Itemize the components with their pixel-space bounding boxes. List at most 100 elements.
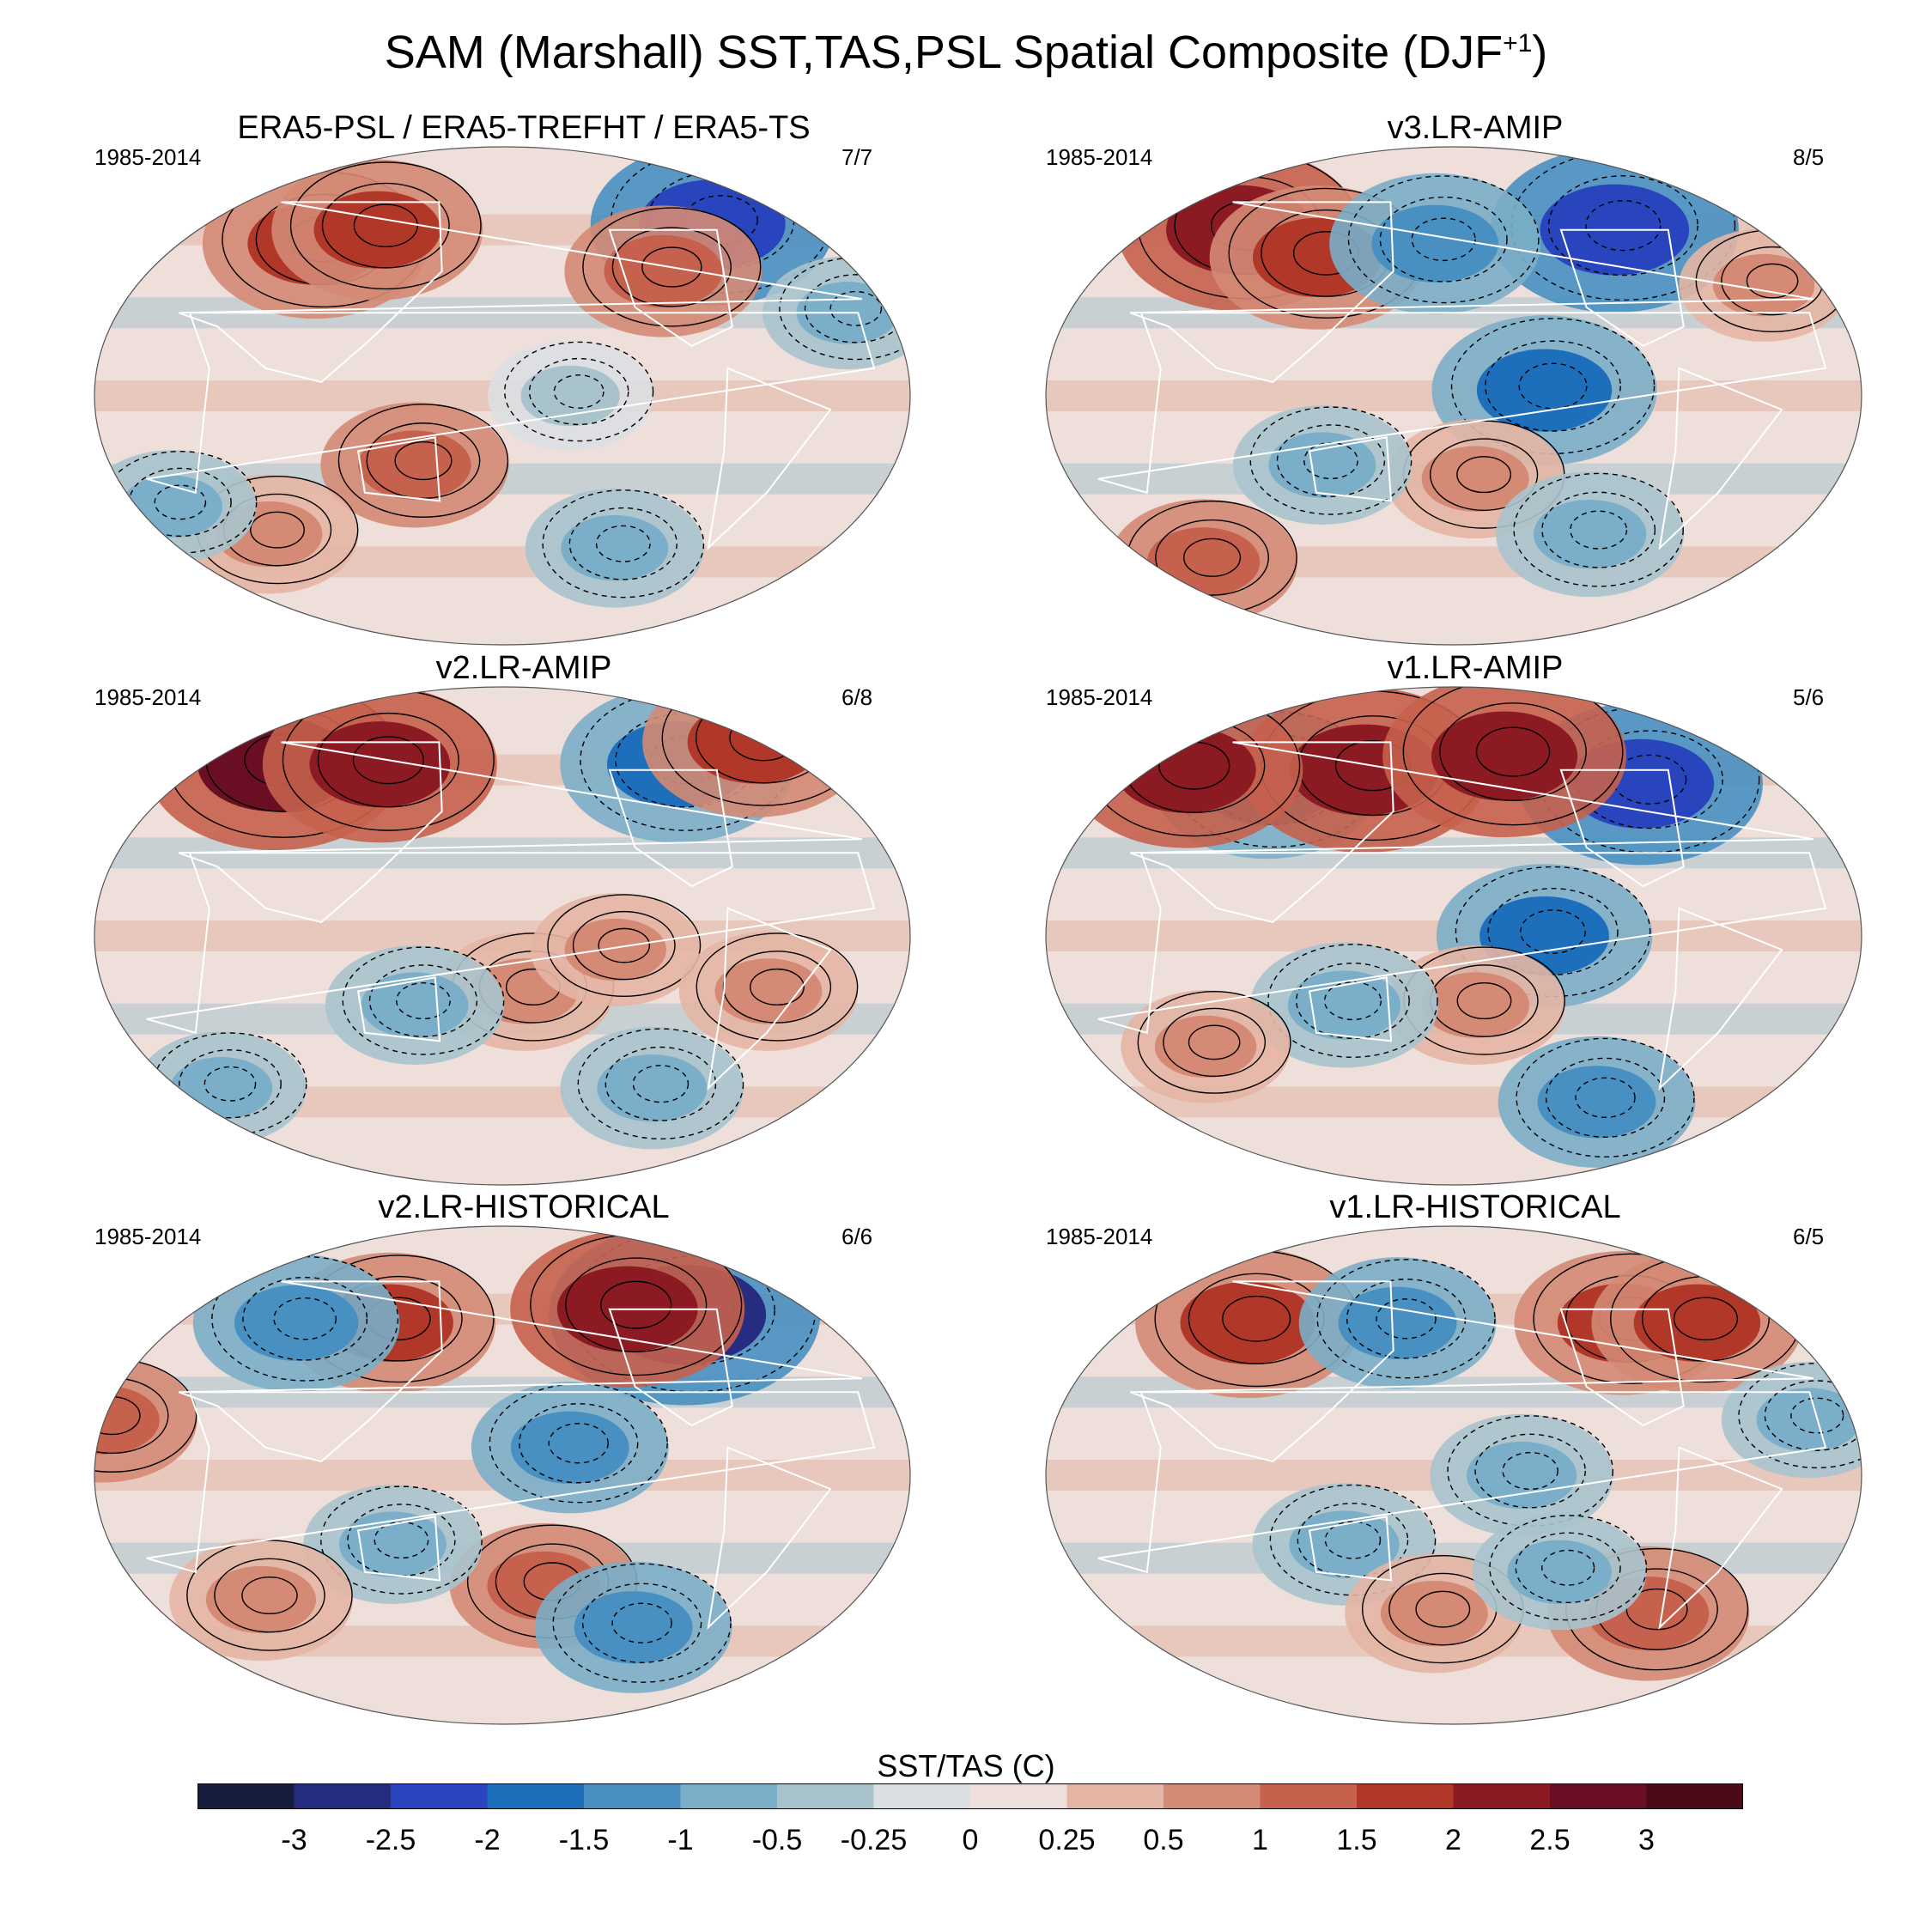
coastline bbox=[146, 312, 876, 495]
anomaly-core bbox=[520, 365, 620, 427]
period-label: 1985-2014 bbox=[1046, 144, 1153, 170]
period-label: 1985-2014 bbox=[1046, 1224, 1153, 1249]
global-map bbox=[94, 686, 911, 1186]
colorbar-swatch bbox=[1453, 1783, 1551, 1809]
coastline bbox=[1097, 1391, 1827, 1574]
figure-title-superscript: +1 bbox=[1503, 29, 1533, 58]
psl-contour bbox=[1489, 1515, 1648, 1621]
psl-contour bbox=[1570, 510, 1628, 550]
psl-contour bbox=[1485, 340, 1621, 432]
psl-contour bbox=[1415, 1590, 1471, 1628]
anomaly-core bbox=[574, 1591, 693, 1664]
colorbar-swatch bbox=[1163, 1783, 1261, 1809]
colorbar-swatch bbox=[873, 1783, 971, 1809]
coastline bbox=[1308, 976, 1393, 1042]
psl-contour bbox=[598, 927, 651, 963]
psl-contour bbox=[595, 525, 651, 562]
psl-contour bbox=[1625, 1588, 1688, 1631]
psl-contour bbox=[1520, 909, 1586, 954]
psl-contour bbox=[1455, 866, 1651, 998]
psl-contour bbox=[1296, 963, 1410, 1040]
psl-contour bbox=[241, 1576, 298, 1615]
coastline bbox=[178, 1280, 862, 1462]
coastline bbox=[356, 1516, 441, 1582]
map-border bbox=[94, 146, 911, 646]
coastline bbox=[1129, 741, 1814, 923]
psl-contour bbox=[273, 1297, 337, 1340]
psl-contour bbox=[1746, 263, 1799, 299]
psl-contour bbox=[1163, 1007, 1267, 1078]
psl-contour bbox=[1515, 1532, 1621, 1604]
anomaly-core bbox=[597, 1054, 708, 1122]
coastline bbox=[707, 907, 832, 1091]
psl-contour bbox=[572, 910, 676, 981]
anomaly-core bbox=[687, 701, 823, 784]
coastline bbox=[1129, 201, 1814, 383]
panel-title: v1.LR-HISTORICAL bbox=[1329, 1189, 1621, 1225]
psl-contour bbox=[1222, 1295, 1291, 1342]
psl-contour bbox=[1474, 1433, 1586, 1509]
anomaly-core bbox=[361, 972, 469, 1038]
coastline bbox=[608, 769, 733, 888]
colorbar-swatch bbox=[1550, 1783, 1647, 1809]
psl-contour bbox=[779, 257, 910, 361]
psl-contour bbox=[542, 489, 705, 598]
coastline bbox=[1308, 436, 1393, 502]
coastline bbox=[178, 741, 862, 923]
psl-contour bbox=[548, 1423, 609, 1464]
psl-contour bbox=[750, 968, 805, 1005]
psl-contour bbox=[1456, 456, 1512, 494]
map-border bbox=[1045, 146, 1862, 646]
psl-contour bbox=[568, 507, 677, 580]
colorbar-swatch bbox=[1646, 1783, 1743, 1809]
psl-contour bbox=[321, 182, 450, 269]
composite-count: 6/6 bbox=[841, 1224, 873, 1249]
psl-contour bbox=[1316, 1259, 1496, 1379]
colorbar-tick-label: 2.5 bbox=[1529, 1824, 1571, 1856]
psl-contour bbox=[1276, 424, 1386, 497]
psl-contour bbox=[211, 1255, 399, 1382]
anomaly-core bbox=[1180, 1281, 1315, 1364]
coastline bbox=[1658, 907, 1783, 1091]
anomaly-core bbox=[1421, 446, 1529, 512]
psl-contour bbox=[829, 290, 883, 326]
anomaly-core bbox=[234, 1285, 359, 1361]
psl-contour bbox=[396, 982, 451, 1020]
coastline bbox=[356, 436, 441, 502]
figure-title: SAM (Marshall) SST,TAS,PSL Spatial Compo… bbox=[0, 26, 1932, 79]
colorbar-tick-label: -1 bbox=[667, 1824, 694, 1856]
coastline bbox=[178, 201, 862, 383]
psl-contour bbox=[242, 1276, 368, 1361]
anomaly-core bbox=[1289, 1510, 1400, 1578]
coastline bbox=[146, 852, 876, 1035]
period-label: 1985-2014 bbox=[94, 144, 202, 170]
psl-contour bbox=[317, 712, 459, 808]
anomaly-core bbox=[561, 515, 669, 581]
colorbar-frame bbox=[197, 1783, 1743, 1809]
colorbar-tick-label: 3 bbox=[1638, 1824, 1655, 1856]
psl-contour bbox=[204, 1066, 257, 1102]
psl-contour bbox=[342, 946, 505, 1055]
coastline bbox=[707, 367, 832, 550]
psl-contour bbox=[1764, 1380, 1862, 1451]
psl-contour bbox=[179, 1049, 282, 1119]
psl-contour bbox=[368, 964, 478, 1037]
psl-contour bbox=[1475, 726, 1551, 777]
psl-contour bbox=[1137, 990, 1291, 1094]
colorbar-swatch bbox=[1357, 1783, 1454, 1809]
anomaly-core bbox=[338, 1511, 447, 1577]
anomaly-core bbox=[1756, 1388, 1862, 1452]
composite-count: 6/8 bbox=[841, 684, 873, 710]
coastline bbox=[707, 1446, 832, 1630]
colorbar-tick-label: 0 bbox=[962, 1824, 979, 1856]
composite-count: 7/7 bbox=[841, 144, 873, 170]
psl-contour bbox=[1376, 1298, 1437, 1340]
psl-contour bbox=[581, 1583, 702, 1663]
anomaly-core bbox=[1422, 972, 1529, 1038]
psl-contour bbox=[1324, 1521, 1382, 1559]
coastline bbox=[1559, 769, 1685, 888]
psl-contour bbox=[1439, 702, 1587, 802]
psl-contour bbox=[1545, 1057, 1666, 1138]
coastline bbox=[146, 1391, 876, 1574]
map-panel-v3-lr-amip: v3.LR-AMIP 1985-2014 8/5 bbox=[1003, 110, 1932, 651]
